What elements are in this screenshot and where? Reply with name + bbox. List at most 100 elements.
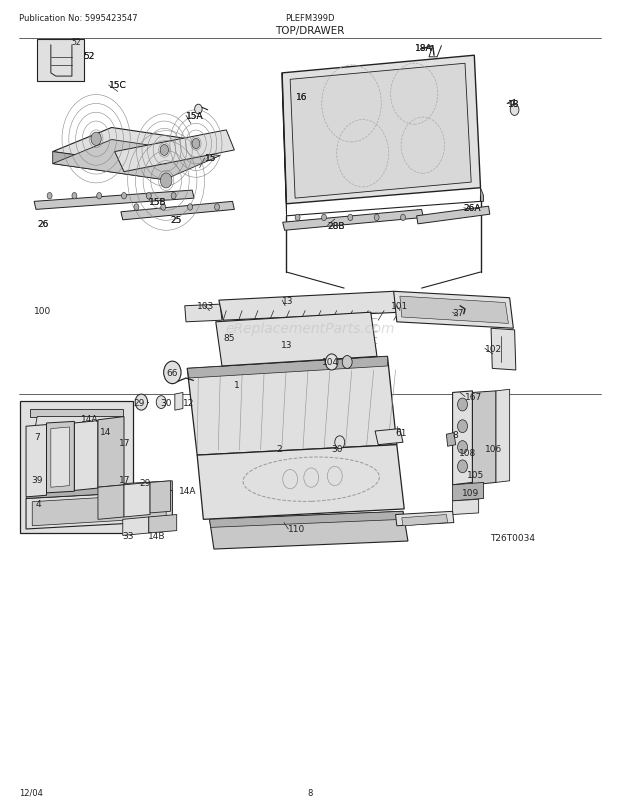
Polygon shape <box>46 422 74 493</box>
Text: 26A: 26A <box>464 204 481 213</box>
Circle shape <box>91 133 101 146</box>
Polygon shape <box>402 515 448 526</box>
Polygon shape <box>210 512 403 528</box>
Text: Publication No: 5995423547: Publication No: 5995423547 <box>19 14 137 23</box>
Text: 66: 66 <box>166 368 178 378</box>
Text: PLEFM399D: PLEFM399D <box>285 14 335 23</box>
Text: 12: 12 <box>183 398 194 407</box>
Text: 52: 52 <box>71 38 81 47</box>
Text: 17: 17 <box>119 438 131 448</box>
Text: 14A: 14A <box>179 486 196 496</box>
Circle shape <box>192 140 200 149</box>
Circle shape <box>401 215 405 221</box>
Polygon shape <box>446 433 456 447</box>
Text: 15A: 15A <box>186 111 203 121</box>
Polygon shape <box>185 305 222 322</box>
Circle shape <box>171 193 176 200</box>
Polygon shape <box>216 313 377 367</box>
Text: 15C: 15C <box>108 81 126 91</box>
Text: 7: 7 <box>34 432 40 442</box>
Circle shape <box>122 193 126 200</box>
Text: 85: 85 <box>223 334 235 343</box>
Circle shape <box>135 395 148 411</box>
Polygon shape <box>74 421 98 491</box>
Text: 18A: 18A <box>415 43 433 53</box>
Circle shape <box>374 215 379 221</box>
Text: 12/04: 12/04 <box>19 788 43 797</box>
Polygon shape <box>472 391 496 485</box>
Polygon shape <box>175 393 183 411</box>
Circle shape <box>161 174 172 188</box>
Circle shape <box>188 205 193 211</box>
Text: 30: 30 <box>332 444 343 454</box>
Text: TOP/DRAWER: TOP/DRAWER <box>275 26 345 35</box>
Circle shape <box>335 436 345 449</box>
Text: 29: 29 <box>133 398 144 407</box>
Circle shape <box>195 105 202 115</box>
Text: 28B: 28B <box>327 221 345 231</box>
Polygon shape <box>396 512 454 526</box>
Polygon shape <box>53 128 220 168</box>
Polygon shape <box>98 485 124 520</box>
Text: 28B: 28B <box>327 221 345 231</box>
Polygon shape <box>400 297 508 324</box>
Polygon shape <box>32 494 166 526</box>
Polygon shape <box>453 391 472 485</box>
Text: 15: 15 <box>205 154 216 164</box>
Polygon shape <box>26 425 46 497</box>
Polygon shape <box>273 337 372 353</box>
Text: 110: 110 <box>288 525 306 534</box>
Text: 37: 37 <box>453 308 464 318</box>
Text: 2: 2 <box>276 444 281 454</box>
Text: 61: 61 <box>396 428 407 438</box>
Text: 167: 167 <box>465 392 482 402</box>
Circle shape <box>72 193 77 200</box>
Circle shape <box>458 460 467 473</box>
Polygon shape <box>123 517 149 536</box>
Polygon shape <box>30 485 123 521</box>
Polygon shape <box>34 191 194 210</box>
Polygon shape <box>150 481 170 513</box>
Polygon shape <box>480 188 484 202</box>
Text: 1: 1 <box>234 380 240 390</box>
Polygon shape <box>26 491 172 529</box>
Text: 105: 105 <box>467 470 484 480</box>
Polygon shape <box>187 357 388 379</box>
Text: 30: 30 <box>160 398 172 407</box>
Text: 33: 33 <box>123 531 135 541</box>
Text: 26A: 26A <box>464 204 481 213</box>
Polygon shape <box>187 357 397 456</box>
Text: 101: 101 <box>391 302 408 311</box>
Text: 109: 109 <box>462 488 479 498</box>
Circle shape <box>348 215 353 221</box>
Polygon shape <box>149 515 177 533</box>
Circle shape <box>47 193 52 200</box>
Text: 15C: 15C <box>108 81 126 91</box>
Text: 16: 16 <box>296 93 308 103</box>
Text: 18A: 18A <box>415 43 433 53</box>
Polygon shape <box>210 512 408 549</box>
Text: 15B: 15B <box>149 197 166 207</box>
Circle shape <box>510 105 519 116</box>
Polygon shape <box>20 401 133 533</box>
Text: 26: 26 <box>37 220 48 229</box>
Polygon shape <box>30 409 123 417</box>
Circle shape <box>215 205 219 211</box>
Circle shape <box>321 215 326 221</box>
Text: 13: 13 <box>282 296 294 306</box>
Polygon shape <box>115 417 123 521</box>
Circle shape <box>458 420 467 433</box>
Polygon shape <box>453 500 479 515</box>
Text: 103: 103 <box>197 302 215 311</box>
Text: T26T0034: T26T0034 <box>490 533 535 542</box>
Circle shape <box>458 441 467 454</box>
Polygon shape <box>394 292 513 329</box>
Polygon shape <box>37 40 84 82</box>
Polygon shape <box>282 56 480 205</box>
Text: 15B: 15B <box>149 197 166 207</box>
Polygon shape <box>417 207 490 225</box>
Polygon shape <box>375 429 403 445</box>
Circle shape <box>295 215 300 221</box>
Text: 14B: 14B <box>148 531 165 541</box>
Circle shape <box>156 396 166 409</box>
